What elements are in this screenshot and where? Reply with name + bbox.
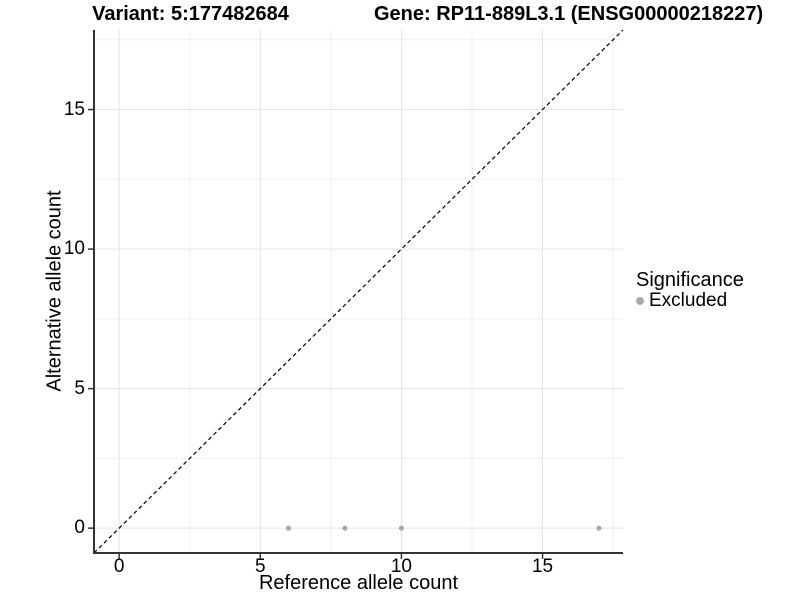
data-point bbox=[285, 525, 292, 531]
legend-entry-excluded: Excluded bbox=[636, 290, 744, 311]
x-axis-tick-label: 0 bbox=[113, 556, 125, 577]
y-axis-title: Alternative allele count bbox=[43, 190, 66, 392]
legend-title: Significance bbox=[636, 269, 744, 291]
identity-line bbox=[93, 29, 624, 554]
x-axis-title: Reference allele count bbox=[258, 572, 458, 594]
variant-title: Variant: 5:177482684 bbox=[92, 3, 289, 25]
y-axis-tick-label: 15 bbox=[63, 98, 85, 120]
y-axis-tick-label: 0 bbox=[74, 517, 85, 539]
y-axis-tick-label: 10 bbox=[63, 238, 85, 260]
x-axis-tick-label: 15 bbox=[531, 556, 554, 577]
legend: Significance Excluded bbox=[636, 270, 744, 310]
gene-title: Gene: RP11-889L3.1 (ENSG00000218227) bbox=[374, 3, 764, 25]
legend-entry-label: Excluded bbox=[649, 290, 728, 311]
x-axis-tick-label: 10 bbox=[390, 556, 412, 577]
data-point bbox=[342, 525, 348, 531]
legend-entries: Excluded bbox=[636, 290, 744, 311]
y-axis-tick-label: 5 bbox=[74, 377, 85, 399]
data-point bbox=[398, 525, 405, 531]
x-axis-tick-label: 5 bbox=[254, 556, 266, 577]
data-point bbox=[596, 525, 602, 531]
legend-point-icon bbox=[636, 297, 644, 305]
